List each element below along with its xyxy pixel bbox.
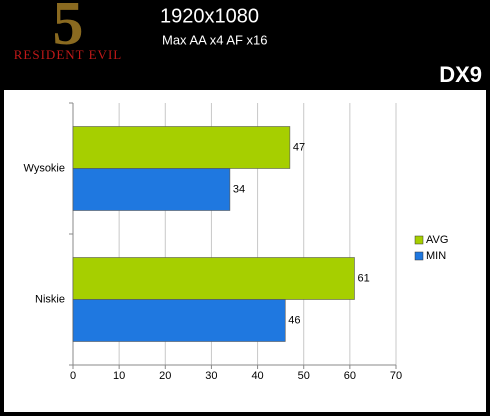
x-tick-label: 50 xyxy=(298,370,310,382)
x-tick-label: 30 xyxy=(205,370,217,382)
legend-label: AVG xyxy=(426,234,448,246)
legend-swatch xyxy=(414,235,424,245)
x-tick-label: 70 xyxy=(390,370,402,382)
y-tick-label: Wysokie xyxy=(24,162,65,174)
x-tick-label: 40 xyxy=(251,370,263,382)
chart-title: 1920x1080 xyxy=(160,5,259,27)
x-tick-label: 10 xyxy=(113,370,125,382)
value-label: 47 xyxy=(293,141,305,153)
bar xyxy=(72,257,355,300)
bar xyxy=(72,299,286,342)
value-label: 61 xyxy=(357,272,369,284)
logo-text: RESIDENT EVIL xyxy=(14,47,122,62)
bar xyxy=(72,126,291,169)
annotation: DX9 xyxy=(439,62,482,87)
value-label: 34 xyxy=(233,183,245,195)
y-tick-label: Niskie xyxy=(35,293,65,305)
legend-label: MIN xyxy=(426,250,446,262)
legend-swatch xyxy=(414,251,424,261)
chart-subtitle: Max AA x4 AF x16 xyxy=(162,32,268,47)
bar xyxy=(72,168,231,211)
x-tick-label: 60 xyxy=(344,370,356,382)
logo-number: 5 xyxy=(53,0,84,58)
x-tick-label: 0 xyxy=(70,370,76,382)
value-label: 46 xyxy=(288,314,300,326)
x-tick-label: 20 xyxy=(159,370,171,382)
